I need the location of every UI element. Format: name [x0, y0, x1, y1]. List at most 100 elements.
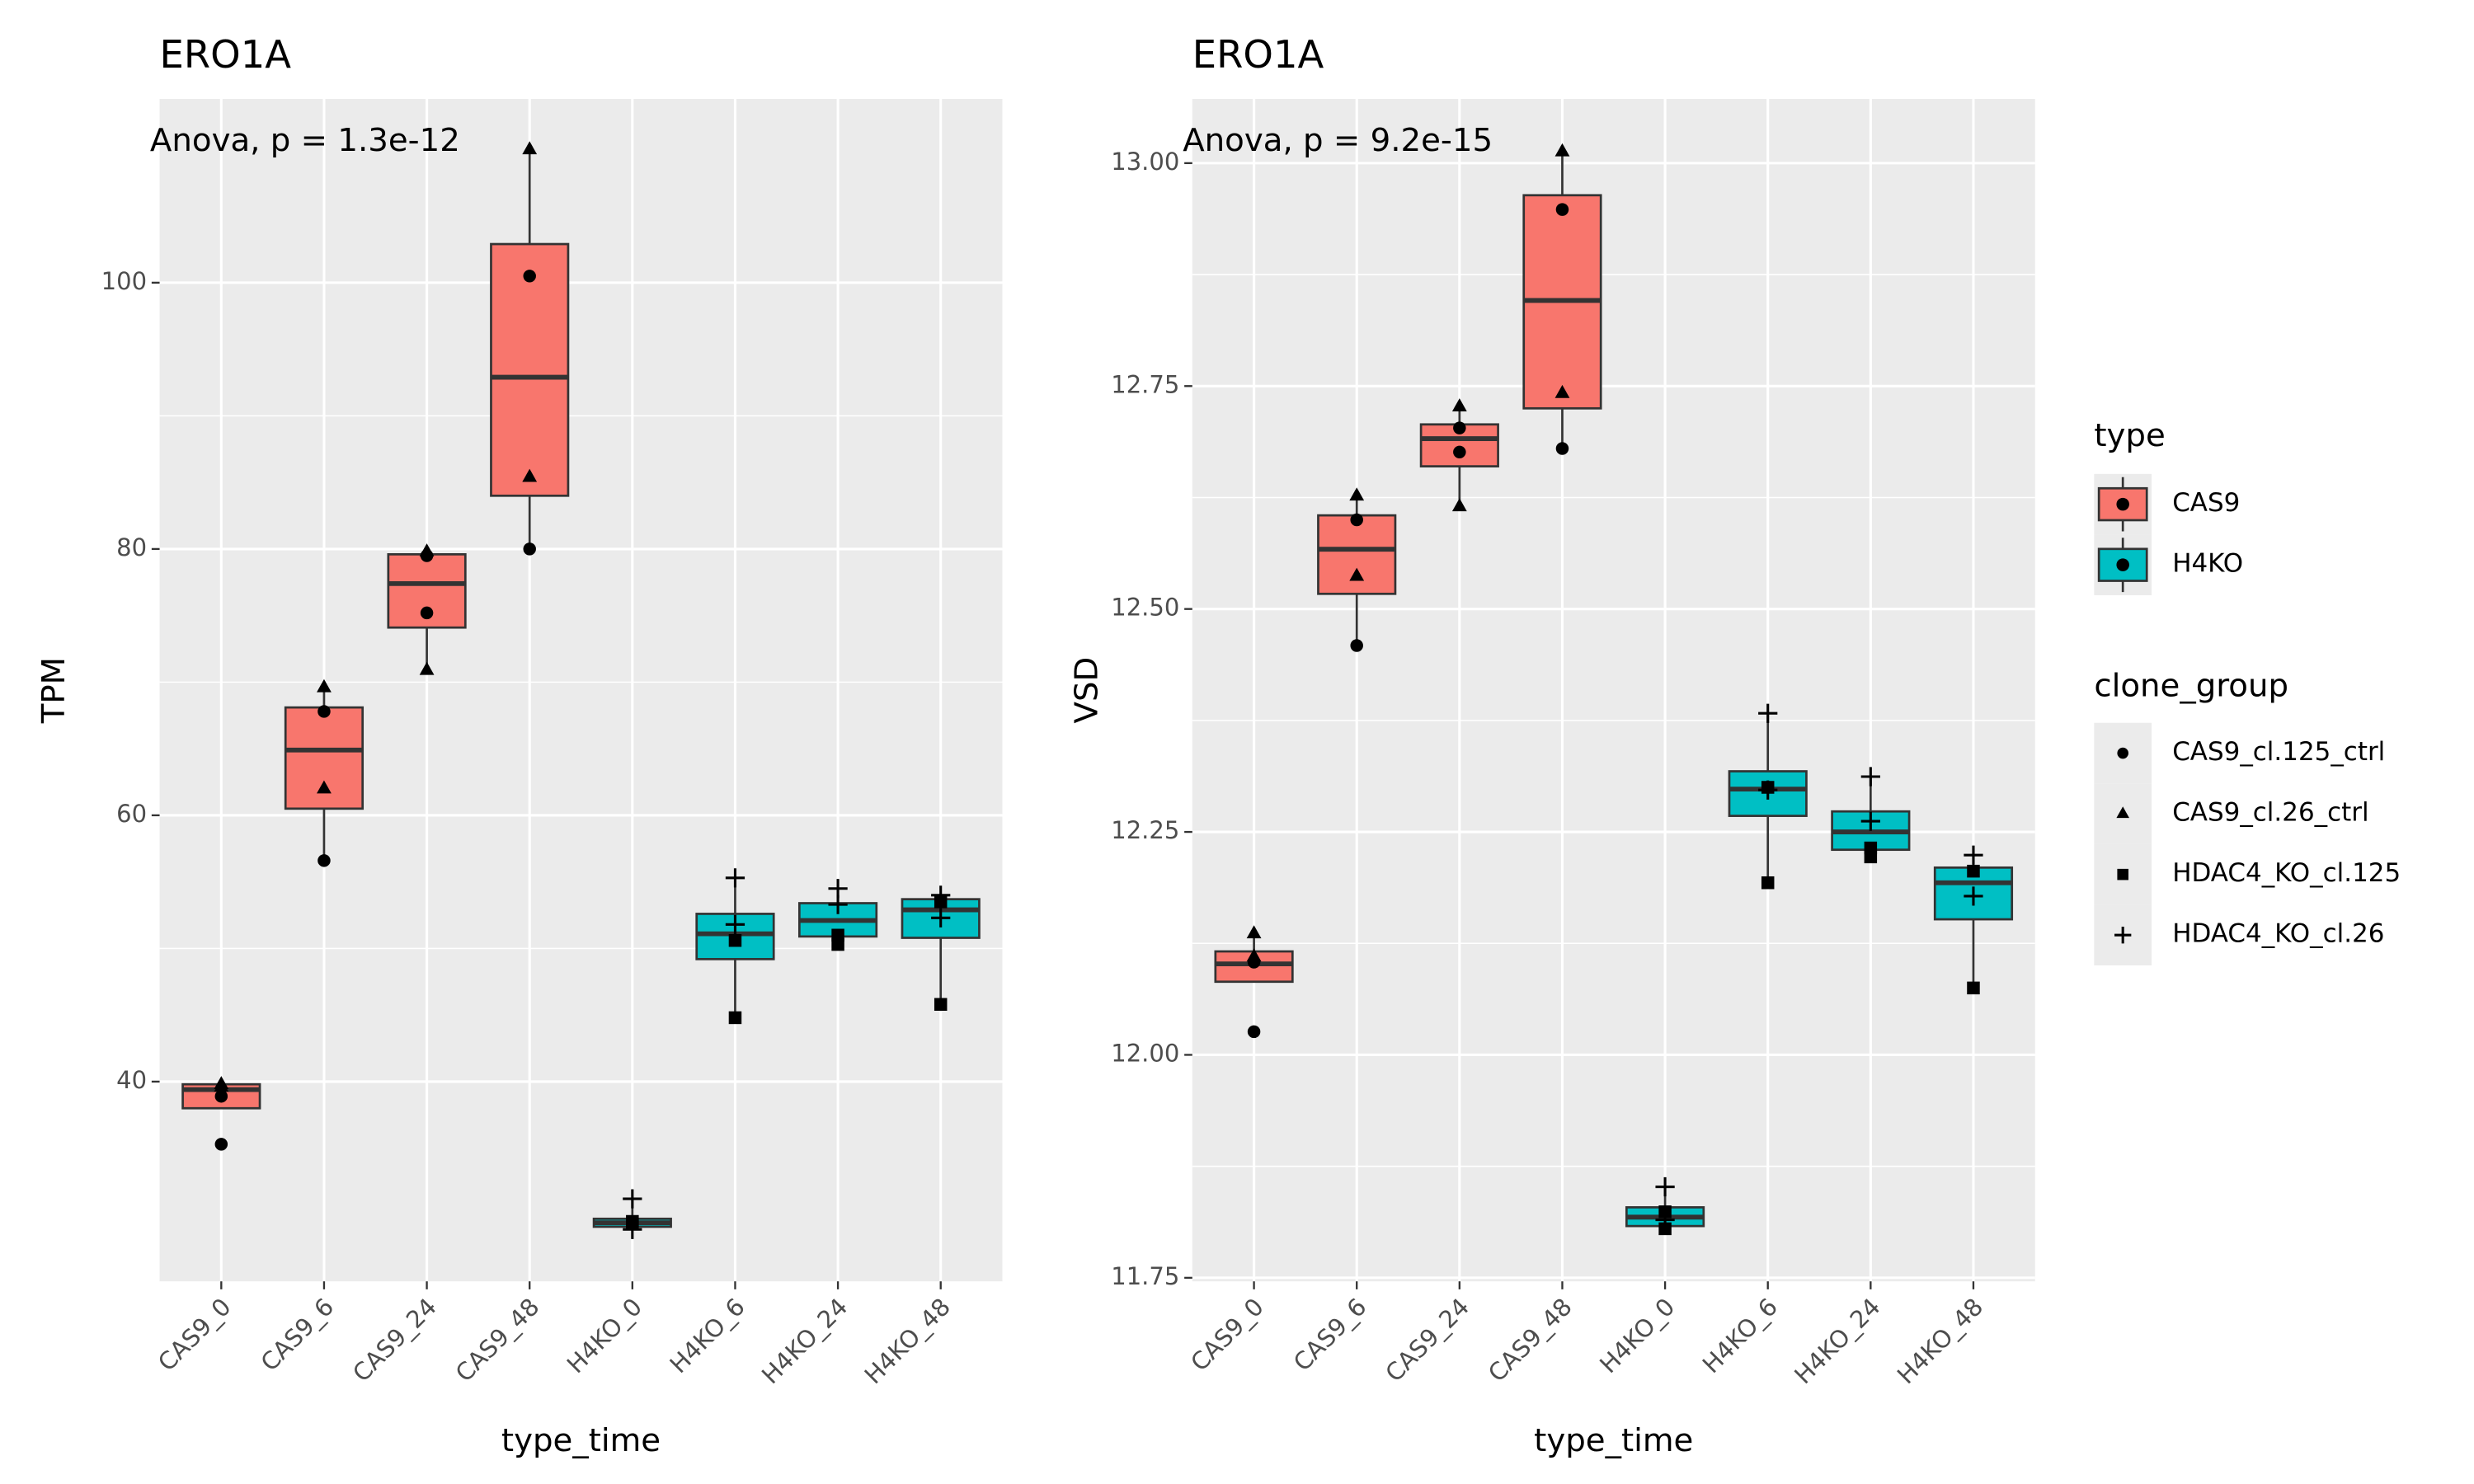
y-tick-label: 11.75 — [1111, 1262, 1179, 1290]
point — [1758, 780, 1778, 800]
point — [623, 1189, 642, 1209]
x-tick-label: CAS9_0 — [153, 1293, 237, 1377]
y-tick-label: 40 — [116, 1066, 147, 1094]
point — [831, 937, 844, 951]
point — [1860, 811, 1880, 831]
point — [419, 661, 435, 675]
point — [1655, 1209, 1675, 1230]
point — [1555, 442, 1569, 455]
point — [317, 854, 331, 867]
point — [828, 879, 848, 899]
box-body — [490, 242, 570, 497]
point — [1967, 981, 1980, 995]
point — [728, 1011, 742, 1025]
point — [623, 1219, 642, 1239]
point — [214, 1138, 228, 1151]
point — [728, 933, 742, 947]
x-axis-title: type_time — [501, 1422, 661, 1459]
y-tick-label: 100 — [101, 267, 147, 295]
point — [317, 705, 331, 718]
point — [1860, 767, 1880, 787]
y-tick-label: 80 — [116, 533, 147, 561]
point — [2117, 868, 2128, 881]
x-tick-label: CAS9_24 — [1380, 1293, 1475, 1388]
x-tick-label: H4KO_0 — [562, 1293, 647, 1378]
point — [1246, 925, 1262, 939]
y-tick-label: 60 — [116, 800, 147, 828]
point — [317, 679, 332, 693]
box — [490, 149, 570, 549]
y-tick-label: 12.50 — [1111, 594, 1179, 622]
point — [1554, 143, 1570, 157]
legend-label: CAS9 — [2172, 488, 2240, 518]
x-tick-label: CAS9_6 — [1288, 1293, 1372, 1377]
legend-key — [2116, 497, 2129, 511]
point — [1864, 850, 1878, 864]
box-body — [1317, 514, 1397, 595]
x-tick-label: H4KO_6 — [1697, 1293, 1783, 1378]
legend-title: clone_group — [2094, 668, 2288, 705]
legend-label: CAS9_cl.26_ctrl — [2172, 798, 2368, 828]
point — [1246, 948, 1262, 962]
point — [725, 914, 745, 934]
y-tick-label: 12.75 — [1111, 370, 1179, 398]
point — [934, 998, 948, 1011]
point — [2117, 747, 2128, 759]
chart-title: ERO1A — [1192, 32, 1324, 77]
y-tick-label: 12.00 — [1111, 1039, 1179, 1067]
box — [695, 877, 775, 1018]
box-body — [284, 706, 365, 810]
annotation: Anova, p = 9.2e-15 — [1183, 122, 1493, 159]
chart-title: ERO1A — [160, 32, 292, 77]
x-tick-label: H4KO_0 — [1594, 1293, 1680, 1378]
point — [214, 1078, 229, 1092]
legend-label: CAS9_cl.125_ctrl — [2172, 737, 2385, 767]
point — [2114, 927, 2132, 944]
point — [2116, 806, 2129, 819]
point — [420, 606, 434, 620]
x-tick-label: H4KO_48 — [859, 1293, 956, 1389]
point — [522, 468, 538, 482]
point — [1350, 639, 1363, 652]
x-axis-title: type_time — [1534, 1422, 1693, 1459]
point — [1451, 498, 1467, 512]
point — [317, 780, 332, 794]
annotation: Anova, p = 1.3e-12 — [150, 122, 460, 159]
x-tick-label: H4KO_24 — [756, 1293, 853, 1389]
point — [1554, 384, 1570, 398]
point — [931, 908, 951, 928]
x-tick-label: CAS9_6 — [255, 1293, 339, 1377]
y-axis-title: VSD — [1069, 657, 1106, 724]
panel-background — [159, 99, 1003, 1282]
point — [1349, 487, 1365, 501]
point — [419, 543, 435, 556]
point — [1964, 886, 1983, 906]
x-tick-label: CAS9_0 — [1185, 1293, 1269, 1377]
x-tick-label: CAS9_24 — [347, 1293, 442, 1388]
point — [1451, 398, 1467, 411]
point — [1453, 421, 1466, 434]
x-tick-label: H4KO_6 — [664, 1293, 750, 1378]
point — [725, 868, 745, 888]
point — [1758, 703, 1778, 723]
legend-title: type — [2094, 417, 2165, 454]
point — [214, 1089, 228, 1103]
point — [522, 141, 538, 155]
point — [1247, 1025, 1261, 1039]
point — [1761, 876, 1775, 890]
x-tick-label: CAS9_48 — [450, 1293, 545, 1388]
point — [1555, 203, 1569, 216]
legend-key — [2116, 558, 2129, 571]
panel-background — [1192, 99, 2035, 1282]
legend-label: HDAC4_KO_cl.125 — [2172, 858, 2401, 888]
point — [1964, 845, 1983, 865]
x-tick-label: CAS9_48 — [1483, 1293, 1578, 1388]
point — [1655, 1176, 1675, 1197]
legend-label: H4KO — [2172, 549, 2243, 579]
point — [828, 895, 848, 914]
point — [1349, 567, 1365, 581]
x-tick-label: H4KO_24 — [1789, 1293, 1885, 1389]
y-tick-label: 12.25 — [1111, 816, 1179, 844]
point — [523, 542, 536, 556]
